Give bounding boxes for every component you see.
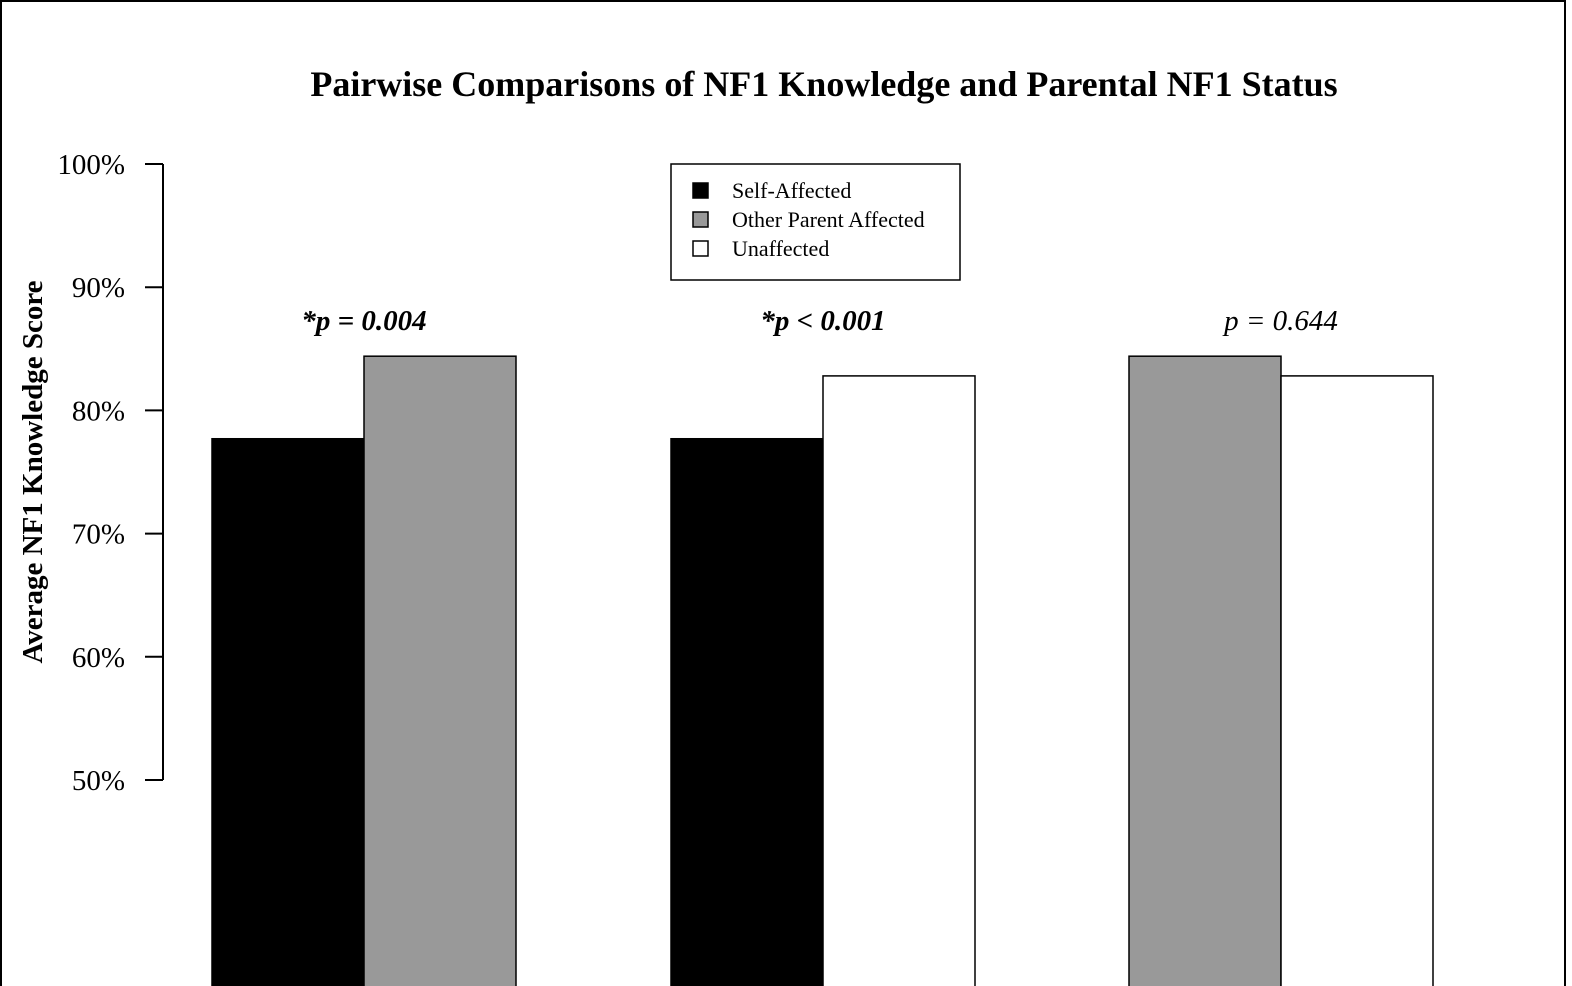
y-tick-label: 50% — [72, 765, 125, 797]
p-value-labels: *p = 0.004 *p < 0.001 p = 0.644 — [301, 305, 1338, 337]
p-value-label: p = 0.644 — [1222, 305, 1338, 337]
y-tick-label: 60% — [72, 642, 125, 674]
y-axis-label: Average NF1 Knowledge Score — [17, 280, 49, 663]
y-tick-label: 80% — [72, 395, 125, 427]
y-tick-label: 90% — [72, 272, 125, 304]
legend-label: Unaffected — [732, 236, 829, 261]
bar-other-parent-affected — [363, 355, 517, 986]
bar-unaffected — [822, 375, 976, 986]
y-tick-label: 70% — [72, 519, 125, 551]
bars-layer — [211, 355, 1434, 986]
legend-box — [670, 163, 961, 281]
bar-self-affected — [670, 437, 824, 986]
bar-unaffected — [1280, 375, 1434, 986]
bar-self-affected — [211, 437, 365, 986]
y-axis: 50% 60% 70% 80% 90% 100% — [57, 149, 164, 797]
p-value-label: *p = 0.004 — [301, 305, 426, 337]
y-tick-label: 100% — [57, 149, 125, 181]
legend-swatch — [692, 182, 709, 199]
legend: Self-Affected Other Parent Affected Unaffe… — [670, 163, 961, 281]
bar-other-parent-affected — [1128, 355, 1282, 986]
legend-label: Self-Affected — [732, 178, 851, 203]
legend-swatch — [692, 240, 709, 257]
legend-swatch — [692, 211, 709, 228]
chart-title: Pairwise Comparisons of NF1 Knowledge an… — [310, 64, 1337, 104]
legend-label: Other Parent Affected — [732, 207, 925, 232]
p-value-label: *p < 0.001 — [760, 305, 885, 337]
